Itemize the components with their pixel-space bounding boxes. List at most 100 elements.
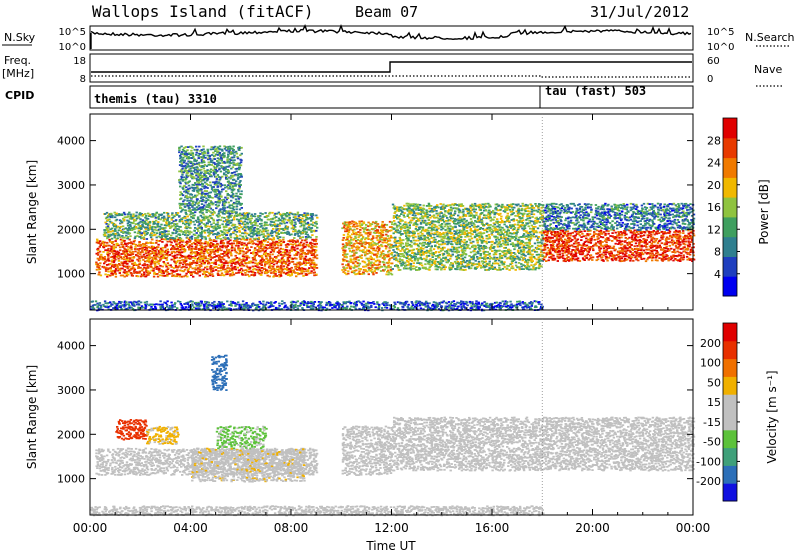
echo-cell [167, 219, 169, 221]
echo-cell [379, 240, 381, 242]
echo-cell [382, 221, 384, 223]
echo-cell [195, 265, 197, 267]
echo-cell [147, 242, 149, 244]
echo-cell [367, 235, 369, 237]
echo-cell [448, 253, 450, 255]
echo-cell [226, 157, 228, 159]
echo-cell [126, 263, 128, 265]
echo-cell [374, 264, 376, 266]
echo-cell [192, 212, 194, 214]
echo-cell [100, 254, 102, 256]
echo-cell [274, 245, 276, 247]
echo-cell [164, 247, 166, 249]
echo-cell [194, 234, 196, 236]
echo-cell [175, 243, 177, 245]
echo-cell [418, 220, 420, 222]
echo-cell [223, 242, 225, 244]
echo-cell [358, 265, 360, 267]
echo-cell [449, 220, 451, 222]
echo-cell [252, 224, 254, 226]
echo-cell [154, 214, 156, 216]
echo-cell [253, 243, 255, 245]
echo-cell [119, 246, 121, 248]
echo-cell [179, 226, 181, 228]
echo-cell [212, 148, 214, 150]
echo-cell [115, 246, 117, 248]
echo-cell [438, 246, 440, 248]
echo-cell [410, 222, 412, 224]
echo-cell [267, 224, 269, 226]
echo-cell [293, 270, 295, 272]
echo-cell [350, 237, 352, 239]
echo-cell [383, 229, 385, 231]
echo-cell [314, 251, 316, 253]
echo-cell [139, 271, 141, 273]
echo-cell [365, 251, 367, 253]
echo-cell [135, 215, 137, 217]
echo-cell [212, 152, 214, 154]
echo-cell [192, 176, 194, 178]
echo-cell [163, 212, 165, 214]
echo-cell [247, 223, 249, 225]
echo-cell [113, 244, 115, 246]
echo-cell [202, 146, 204, 148]
echo-cell [134, 240, 136, 242]
echo-cell [445, 259, 447, 261]
echo-cell [251, 214, 253, 216]
echo-cell [228, 165, 230, 167]
echo-cell [403, 214, 405, 216]
echo-cell [156, 256, 158, 258]
echo-cell [304, 268, 306, 270]
echo-cell [210, 176, 212, 178]
echo-cell [157, 246, 159, 248]
echo-cell [283, 241, 285, 243]
echo-cell [453, 237, 455, 239]
echo-cell [226, 234, 228, 236]
echo-cell [444, 210, 446, 212]
echo-cell [178, 215, 180, 217]
echo-cell [188, 249, 190, 251]
echo-cell [167, 231, 169, 233]
echo-cell [374, 270, 376, 272]
echo-cell [235, 255, 237, 257]
echo-cell [185, 260, 187, 262]
echo-cell [457, 266, 459, 268]
echo-cell [448, 223, 450, 225]
echo-cell [423, 205, 425, 207]
echo-cell [428, 208, 430, 210]
echo-cell [307, 213, 309, 215]
echo-cell [356, 225, 358, 227]
echo-cell [258, 232, 260, 234]
echo-cell [215, 204, 217, 206]
echo-cell [238, 238, 240, 240]
echo-cell [354, 236, 356, 238]
echo-cell [109, 253, 111, 255]
echo-cell [316, 243, 318, 245]
echo-cell [235, 198, 237, 200]
echo-cell [232, 272, 234, 274]
echo-cell [240, 226, 242, 228]
echo-cell [302, 250, 304, 252]
echo-cell [212, 203, 214, 205]
echo-cell [254, 213, 256, 215]
echo-cell [349, 250, 351, 252]
echo-cell [429, 248, 431, 250]
echo-cell [299, 258, 301, 260]
echo-cell [190, 161, 192, 163]
echo-cell [123, 212, 125, 214]
echo-cell [313, 269, 315, 271]
echo-cell [248, 218, 250, 220]
echo-cell [421, 233, 423, 235]
echo-cell [229, 186, 231, 188]
echo-cell [303, 212, 305, 214]
echo-cell [127, 230, 129, 232]
echo-cell [238, 188, 240, 190]
echo-cell [134, 231, 136, 233]
echo-cell [216, 223, 218, 225]
echo-cell [247, 274, 249, 276]
echo-cell [143, 236, 145, 238]
echo-cell [423, 258, 425, 260]
echo-cell [239, 235, 241, 237]
echo-cell [280, 254, 282, 256]
